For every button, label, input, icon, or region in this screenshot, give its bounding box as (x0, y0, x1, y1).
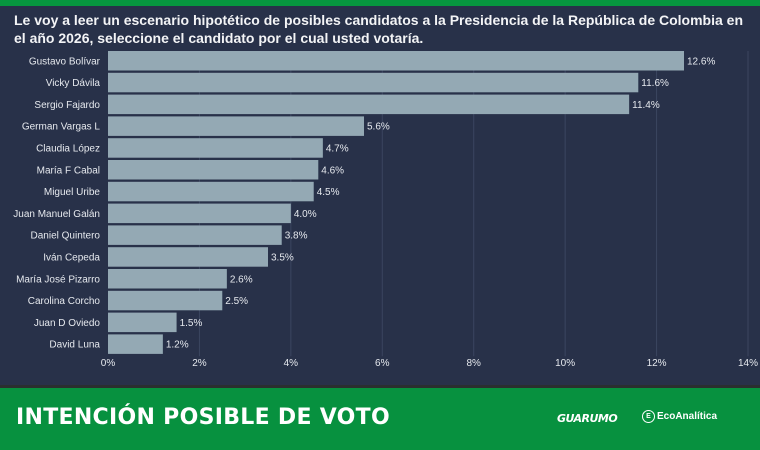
category-label: Sergio Fajardo (34, 100, 100, 111)
value-label: 4.7% (326, 143, 349, 154)
bar (108, 247, 268, 267)
category-label: Carolina Corcho (28, 296, 101, 307)
bar (108, 269, 227, 289)
value-label: 3.5% (271, 252, 294, 263)
bar-chart: Gustavo Bolívar Vicky Dávila Sergio Fajard… (13, 51, 758, 369)
category-label: Daniel Quintero (31, 231, 101, 242)
value-label: 3.8% (285, 231, 308, 242)
value-label: 11.4% (632, 100, 660, 111)
bar (108, 160, 319, 180)
value-label: 4.6% (321, 165, 344, 176)
x-tick-label: 0% (101, 358, 116, 369)
category-label: María José Pizarro (16, 274, 100, 285)
x-tick-label: 4% (284, 358, 299, 369)
category-label: Claudia López (36, 143, 100, 154)
category-label: German Vargas L (22, 122, 101, 133)
value-label: 2.5% (225, 296, 248, 307)
bars (108, 51, 684, 354)
x-tick-label: 14% (738, 358, 758, 369)
chart-title: Le voy a leer un escenario hipotético de… (14, 12, 743, 46)
value-label: 11.6% (641, 78, 669, 89)
ecoanalitica-logo-icon: E (642, 410, 655, 423)
bar (108, 116, 364, 136)
value-label: 4.0% (294, 209, 317, 220)
bar (108, 225, 282, 245)
bar (108, 334, 163, 354)
value-label: 1.2% (166, 340, 189, 351)
footer-title: INTENCIÓN POSIBLE DE VOTO (16, 405, 390, 430)
value-label: 4.5% (317, 187, 340, 198)
category-label: David Luna (49, 340, 100, 351)
bar (108, 312, 177, 333)
bar (108, 51, 684, 71)
x-tick-label: 8% (466, 358, 481, 369)
category-labels: Gustavo Bolívar Vicky Dávila Sergio Fajard… (13, 56, 100, 350)
bar (108, 94, 630, 115)
value-labels: 12.6% 11.6% 11.4% 5.6% 4.7% 4.6% 4.5%4.0% 3.8% 3… (166, 56, 716, 350)
category-label: Gustavo Bolívar (29, 56, 101, 67)
guarumo-logo: GUARUMO (557, 412, 618, 425)
bar (108, 72, 639, 93)
footer-banner: INTENCIÓN POSIBLE DE VOTO GUARUMO E EcoA… (0, 388, 760, 450)
value-label: 1.5% (180, 318, 203, 329)
x-tick-label: 2% (192, 358, 207, 369)
category-label: Vicky Dávila (46, 78, 101, 89)
x-tick-label: 6% (375, 358, 390, 369)
category-label: Juan Manuel Galán (13, 209, 100, 220)
value-label: 5.6% (367, 122, 390, 133)
bar (108, 181, 314, 202)
top-accent-strip (0, 0, 760, 6)
category-label: Iván Cepeda (43, 252, 100, 263)
category-label: Miguel Uribe (44, 187, 101, 198)
value-label: 12.6% (687, 56, 715, 67)
x-tick-labels: 0% 2% 4% 6% 8% 10% 12% 14% (101, 358, 758, 369)
category-label: Juan D Oviedo (34, 318, 101, 329)
x-tick-label: 12% (647, 358, 667, 369)
category-label: María F Cabal (37, 165, 100, 176)
value-label: 2.6% (230, 274, 253, 285)
bar (108, 138, 323, 158)
ecoanalitica-logo: E EcoAnalítica (642, 410, 717, 423)
divider (0, 385, 760, 388)
ecoanalitica-logo-text: EcoAnalítica (657, 411, 718, 422)
bar (108, 290, 223, 311)
bar (108, 203, 291, 224)
x-tick-label: 10% (555, 358, 575, 369)
